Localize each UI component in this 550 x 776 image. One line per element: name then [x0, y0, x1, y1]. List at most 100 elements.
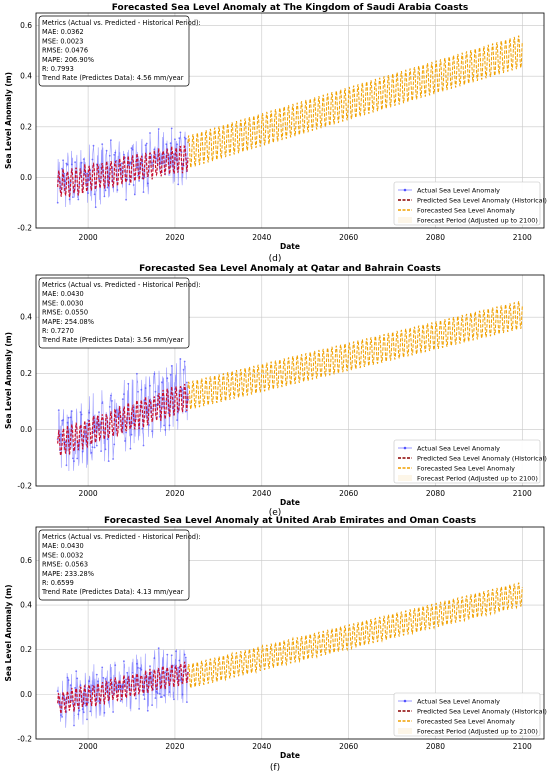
- actual-point: [163, 424, 166, 427]
- actual-point: [132, 184, 135, 186]
- actual-point: [81, 450, 84, 453]
- actual-point: [107, 460, 110, 462]
- actual-point: [168, 691, 171, 693]
- actual-point: [98, 411, 100, 413]
- actual-point: [62, 419, 64, 421]
- actual-point: [166, 377, 169, 380]
- actual-point: [83, 433, 86, 435]
- actual-point: [65, 464, 68, 467]
- actual-point: [93, 193, 96, 196]
- actual-point: [110, 394, 112, 397]
- actual-point: [76, 457, 79, 460]
- y-tick-label: 0.2: [20, 122, 32, 131]
- actual-point: [107, 681, 110, 684]
- actual-point: [111, 400, 113, 402]
- metrics-line: Trend Rate (Predictes Data): 3.56 mm/yea…: [41, 336, 184, 344]
- y-tick-label: -0.2: [17, 224, 32, 233]
- actual-point: [183, 360, 186, 363]
- metrics-line: Metrics (Actual vs. Predicted - Historic…: [42, 533, 201, 541]
- actual-point: [91, 446, 94, 448]
- x-axis-label: Date: [280, 498, 300, 507]
- actual-point: [77, 713, 80, 716]
- actual-point: [164, 429, 167, 431]
- actual-point: [92, 144, 95, 147]
- actual-point: [179, 358, 182, 360]
- metrics-line: R: 0.7270: [42, 327, 74, 335]
- metrics-box: [38, 15, 190, 87]
- actual-point: [123, 393, 125, 395]
- actual-point: [97, 680, 99, 683]
- actual-point: [64, 180, 67, 183]
- actual-point: [73, 460, 75, 462]
- actual-point: [121, 398, 124, 400]
- panel-caption: (f): [270, 763, 280, 773]
- x-tick-label: 2020: [165, 489, 184, 498]
- actual-point: [146, 182, 149, 185]
- actual-point: [153, 657, 156, 659]
- legend-swatch-period: [398, 728, 412, 734]
- actual-point: [73, 724, 75, 727]
- actual-point: [149, 384, 151, 387]
- legend-label: Predicted Sea Level Anomaly (Historical): [417, 454, 547, 462]
- actual-point: [59, 188, 61, 190]
- actual-point: [127, 382, 130, 385]
- y-axis-label: Sea Level Anomaly (m): [4, 332, 13, 429]
- metrics-line: Trend Rate (Predictes Data): 4.56 mm/yea…: [41, 74, 184, 82]
- metrics-line: MSE: 0.0032: [42, 551, 83, 559]
- actual-point: [64, 698, 67, 701]
- actual-point: [154, 390, 157, 393]
- legend-label: Forecast Period (Adjusted up to 2100): [417, 216, 538, 224]
- actual-point: [57, 409, 60, 411]
- actual-point: [82, 711, 85, 714]
- metrics-line: MSE: 0.0030: [42, 299, 83, 307]
- actual-point: [56, 690, 59, 692]
- actual-point: [144, 144, 147, 147]
- y-tick-label: 0.0: [20, 173, 32, 182]
- actual-point: [138, 708, 141, 710]
- actual-point: [164, 671, 167, 674]
- metrics-line: MAPE: 233.28%: [42, 570, 94, 578]
- actual-point: [79, 411, 82, 413]
- actual-point: [180, 387, 183, 390]
- metrics-box: [38, 277, 190, 349]
- actual-point: [95, 673, 98, 676]
- chart-title: Forecasted Sea Level Anomaly at United A…: [104, 516, 476, 526]
- actual-point: [184, 137, 187, 140]
- chart-panel: Forecasted Sea Level Anomaly at Qatar an…: [4, 264, 547, 518]
- x-tick-label: 2040: [252, 489, 271, 498]
- actual-point: [112, 186, 114, 189]
- actual-point: [155, 403, 158, 406]
- actual-point: [129, 161, 132, 164]
- x-tick-label: 2060: [339, 233, 358, 242]
- legend-marker-actual: [403, 446, 407, 450]
- actual-point: [182, 368, 185, 371]
- actual-point: [173, 698, 175, 701]
- actual-point: [129, 447, 132, 450]
- plot-frame: [35, 274, 545, 487]
- actual-point: [131, 148, 134, 151]
- metrics-line: MAE: 0.0430: [42, 542, 84, 550]
- actual-point: [72, 196, 74, 199]
- actual-point: [154, 697, 157, 699]
- y-tick-label: -0.2: [17, 482, 32, 491]
- legend-label: Actual Sea Level Anomaly: [417, 697, 500, 705]
- metrics-line: MAPE: 206.90%: [42, 56, 94, 64]
- metrics-line: Metrics (Actual vs. Predicted - Historic…: [42, 19, 201, 27]
- actual-point: [146, 709, 149, 712]
- y-tick-label: 0.0: [20, 690, 32, 699]
- y-tick-label: 0.6: [20, 21, 32, 30]
- legend-box: [393, 439, 541, 484]
- actual-point: [169, 373, 172, 376]
- actual-point: [131, 422, 134, 425]
- actual-point: [113, 443, 116, 446]
- actual-point: [175, 650, 177, 653]
- actual-point: [137, 174, 139, 177]
- series-forecast-line: [187, 582, 523, 690]
- actual-point: [110, 139, 112, 142]
- actual-point: [90, 690, 93, 692]
- actual-point: [63, 172, 66, 175]
- y-tick-label: 0.2: [20, 369, 32, 378]
- legend-marker-actual: [403, 699, 407, 703]
- actual-point: [167, 679, 170, 682]
